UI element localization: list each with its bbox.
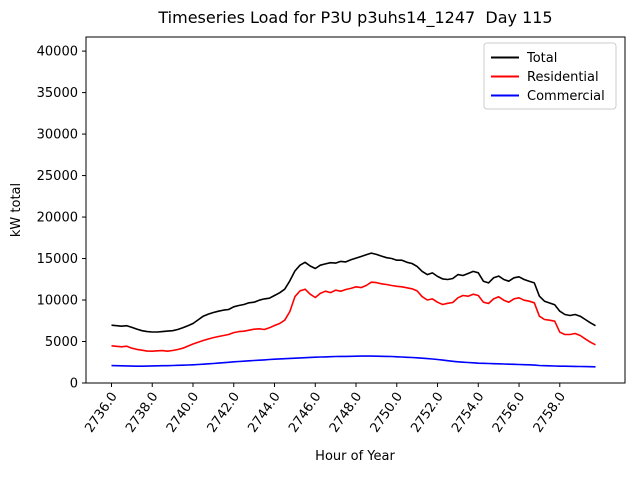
x-tick-label: 2752.0 (408, 390, 446, 436)
y-tick-label: 30000 (37, 128, 78, 143)
x-tick-label: 2738.0 (123, 390, 161, 436)
series-line-total (111, 252, 596, 333)
y-tick-label: 40000 (37, 45, 78, 60)
x-tick-label: 2744.0 (245, 390, 283, 436)
legend-box (483, 42, 617, 110)
x-tick-label: 2736.0 (82, 390, 120, 436)
x-tick-label: 2742.0 (205, 390, 243, 436)
chart-title: Timeseries Load for P3U p3uhs14_1247 Day… (158, 8, 553, 27)
axes-box (85, 36, 626, 384)
y-tick-label: 0 (70, 377, 78, 392)
legend-label-total: Total (526, 51, 557, 66)
x-tick-label: 2750.0 (368, 390, 406, 436)
x-tick-label: 2748.0 (327, 390, 365, 436)
legend-label-residential: Residential (527, 70, 599, 85)
y-tick-label: 5000 (45, 335, 78, 350)
x-axis-label: Hour of Year (315, 449, 395, 464)
legend-label-commercial: Commercial (527, 89, 605, 104)
x-tick-label: 2758.0 (531, 390, 569, 436)
y-tick-label: 20000 (37, 211, 78, 226)
series-line-residential (111, 281, 596, 353)
y-tick-label: 35000 (37, 86, 78, 101)
x-tick-label: 2756.0 (490, 390, 528, 436)
series-line-commercial (111, 355, 596, 368)
plot-area: 0 5000 10000 15000 20000 25000 30000 35000 40000… (37, 36, 626, 436)
y-tick-label: 25000 (37, 169, 78, 184)
x-tick-label: 2740.0 (164, 390, 202, 436)
y-tick-label: 15000 (37, 252, 78, 267)
y-axis-label: kW total (9, 183, 24, 237)
y-tick-label: 10000 (37, 294, 78, 309)
x-tick-label: 2754.0 (449, 390, 487, 436)
x-tick-label: 2746.0 (286, 390, 324, 436)
